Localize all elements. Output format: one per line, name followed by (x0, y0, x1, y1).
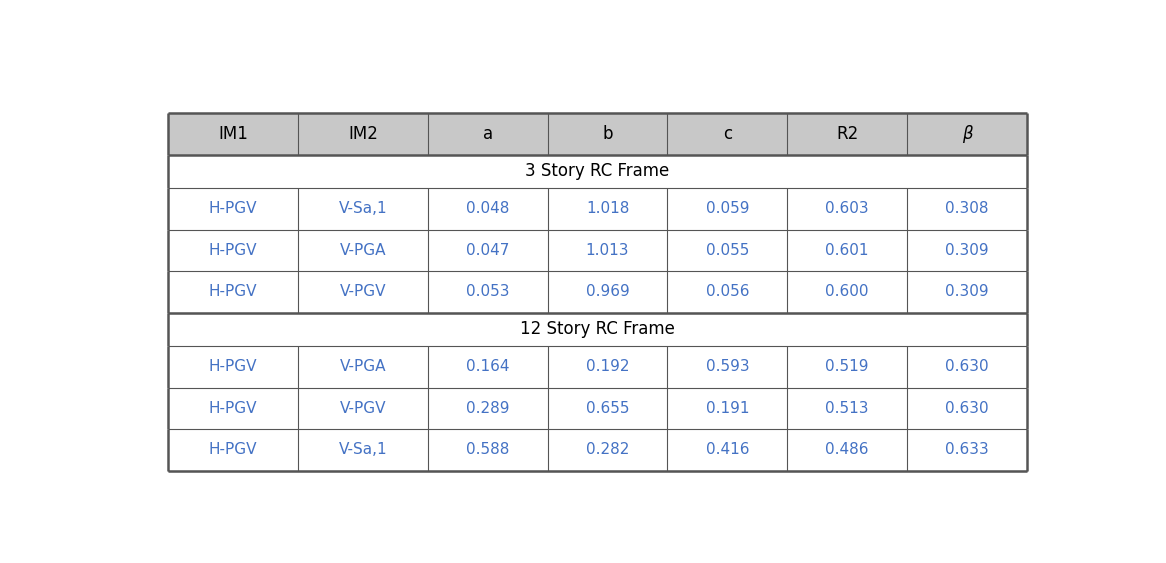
Text: 0.519: 0.519 (826, 360, 869, 374)
Text: 0.053: 0.053 (466, 284, 510, 300)
Text: 0.282: 0.282 (585, 443, 630, 458)
Text: V-PGV: V-PGV (339, 284, 386, 300)
Text: 0.600: 0.600 (826, 284, 869, 300)
Text: IM1: IM1 (218, 125, 248, 143)
Text: 0.601: 0.601 (826, 243, 869, 258)
Text: 0.048: 0.048 (466, 202, 510, 216)
Text: β: β (962, 125, 972, 143)
Text: 0.655: 0.655 (585, 401, 630, 416)
Text: H-PGV: H-PGV (209, 202, 258, 216)
Text: 0.309: 0.309 (946, 243, 989, 258)
Text: R2: R2 (836, 125, 858, 143)
Bar (168, 312, 1027, 346)
Text: 0.630: 0.630 (946, 401, 989, 416)
Bar (168, 230, 1027, 271)
Text: 0.513: 0.513 (826, 401, 869, 416)
Bar (168, 346, 1027, 388)
Bar (168, 388, 1027, 429)
Text: H-PGV: H-PGV (209, 284, 258, 300)
Text: 0.192: 0.192 (585, 360, 630, 374)
Text: H-PGV: H-PGV (209, 360, 258, 374)
Text: 0.416: 0.416 (705, 443, 749, 458)
Text: 0.059: 0.059 (705, 202, 749, 216)
Text: 0.055: 0.055 (705, 243, 749, 258)
Text: 12 Story RC Frame: 12 Story RC Frame (520, 320, 675, 338)
Text: 0.047: 0.047 (466, 243, 510, 258)
Bar (168, 188, 1027, 230)
Text: V-Sa,1: V-Sa,1 (338, 202, 387, 216)
Text: H-PGV: H-PGV (209, 443, 258, 458)
Text: 0.630: 0.630 (946, 360, 989, 374)
Text: 0.633: 0.633 (944, 443, 989, 458)
Text: IM2: IM2 (349, 125, 378, 143)
Text: 0.486: 0.486 (826, 443, 869, 458)
Text: 0.191: 0.191 (705, 401, 749, 416)
Text: H-PGV: H-PGV (209, 243, 258, 258)
Text: 0.164: 0.164 (466, 360, 510, 374)
Bar (168, 271, 1027, 312)
Text: 1.018: 1.018 (585, 202, 630, 216)
Text: 0.969: 0.969 (585, 284, 630, 300)
Text: 0.309: 0.309 (946, 284, 989, 300)
Text: 0.603: 0.603 (826, 202, 869, 216)
Text: 3 Story RC Frame: 3 Story RC Frame (526, 162, 669, 180)
Text: 0.056: 0.056 (705, 284, 749, 300)
Bar (168, 155, 1027, 188)
Text: 0.308: 0.308 (946, 202, 989, 216)
Text: b: b (603, 125, 613, 143)
Bar (168, 113, 1027, 155)
Text: V-PGA: V-PGA (339, 243, 386, 258)
Text: H-PGV: H-PGV (209, 401, 258, 416)
Text: V-PGA: V-PGA (339, 360, 386, 374)
Text: c: c (723, 125, 732, 143)
Text: 1.013: 1.013 (585, 243, 630, 258)
Text: 0.588: 0.588 (466, 443, 510, 458)
Text: 0.289: 0.289 (466, 401, 510, 416)
Text: a: a (483, 125, 493, 143)
Bar (168, 429, 1027, 471)
Text: V-Sa,1: V-Sa,1 (338, 443, 387, 458)
Text: 0.593: 0.593 (705, 360, 750, 374)
Text: V-PGV: V-PGV (339, 401, 386, 416)
